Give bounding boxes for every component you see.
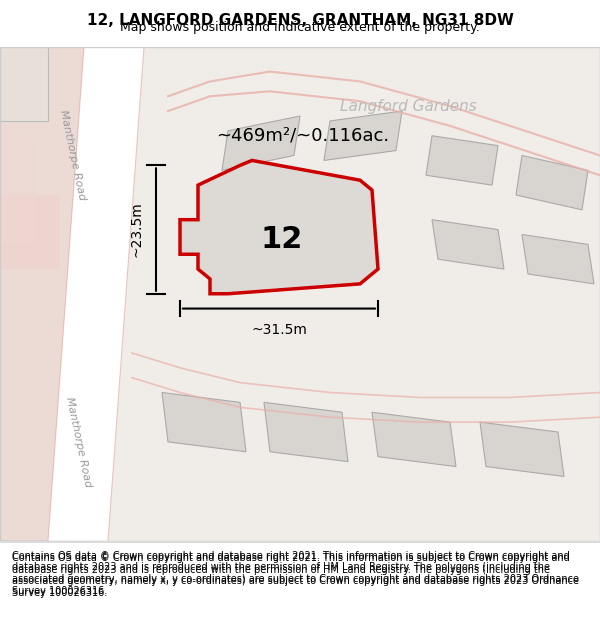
Text: 12: 12: [261, 225, 303, 254]
Polygon shape: [324, 111, 402, 161]
Text: ~23.5m: ~23.5m: [130, 202, 144, 258]
Polygon shape: [48, 47, 144, 541]
Polygon shape: [222, 116, 300, 170]
Text: ~469m²/~0.116ac.: ~469m²/~0.116ac.: [216, 127, 389, 145]
Polygon shape: [522, 234, 594, 284]
Text: Contains OS data © Crown copyright and database right 2021. This information is : Contains OS data © Crown copyright and d…: [12, 553, 579, 598]
Polygon shape: [168, 71, 600, 175]
Polygon shape: [0, 47, 84, 541]
Text: Map shows position and indicative extent of the property.: Map shows position and indicative extent…: [120, 21, 480, 34]
Polygon shape: [264, 402, 348, 462]
Polygon shape: [0, 47, 48, 121]
Polygon shape: [0, 121, 36, 244]
Polygon shape: [210, 195, 354, 279]
Polygon shape: [180, 161, 378, 294]
Polygon shape: [426, 136, 498, 185]
Text: Manthorpe Road: Manthorpe Road: [64, 396, 92, 488]
Text: Manthorpe Road: Manthorpe Road: [58, 109, 86, 202]
Polygon shape: [516, 156, 588, 210]
Polygon shape: [162, 392, 246, 452]
Polygon shape: [480, 422, 564, 476]
Polygon shape: [372, 412, 456, 466]
Text: Contains OS data © Crown copyright and database right 2021. This information is : Contains OS data © Crown copyright and d…: [12, 551, 579, 596]
Polygon shape: [0, 47, 84, 541]
Text: 12, LANGFORD GARDENS, GRANTHAM, NG31 8DW: 12, LANGFORD GARDENS, GRANTHAM, NG31 8DW: [86, 13, 514, 28]
Polygon shape: [432, 219, 504, 269]
Text: ~31.5m: ~31.5m: [251, 323, 307, 338]
Polygon shape: [0, 195, 60, 269]
Text: Langford Gardens: Langford Gardens: [340, 99, 476, 114]
